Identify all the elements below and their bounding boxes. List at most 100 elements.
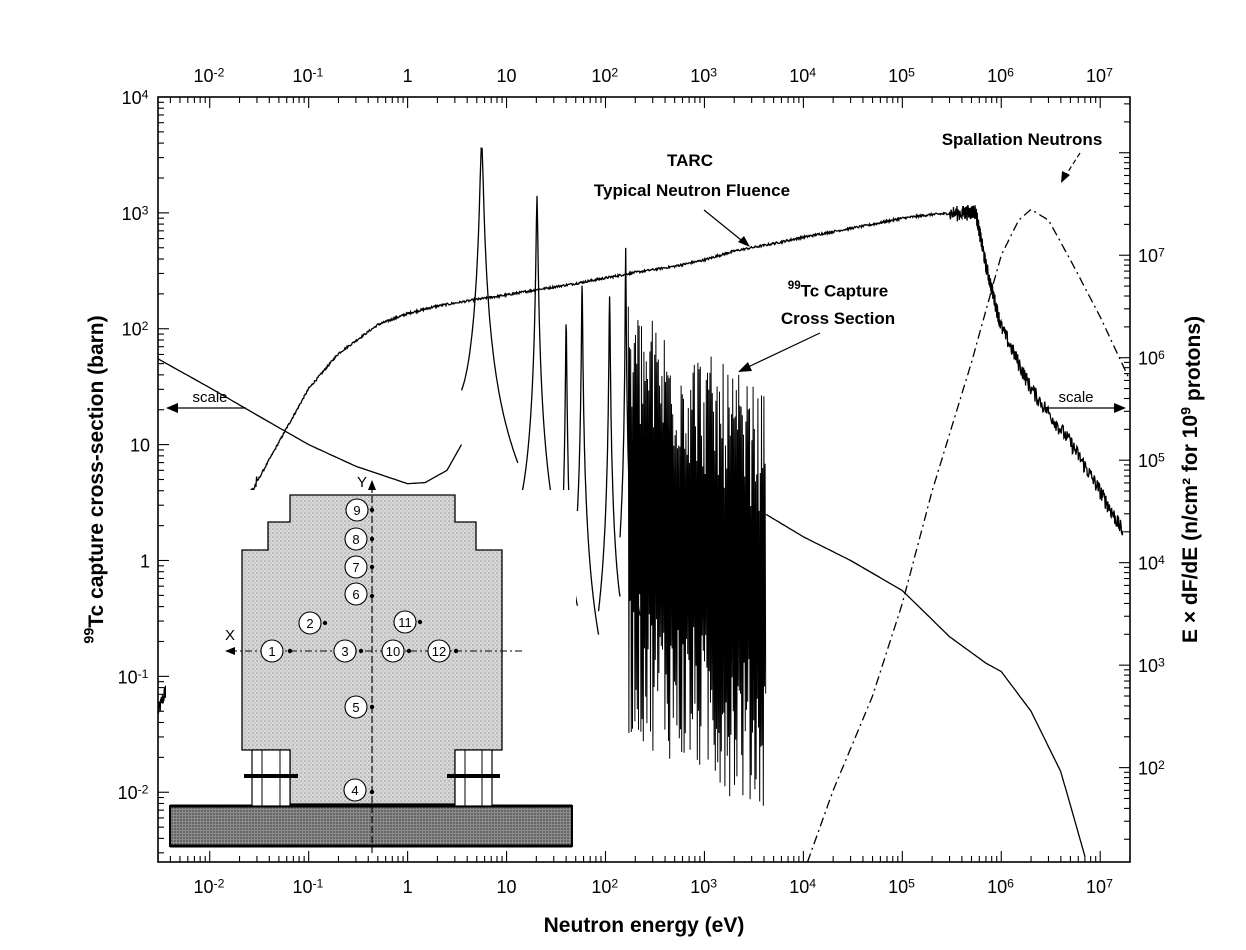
tc-tail <box>765 513 1086 857</box>
inset-position-dot <box>322 620 328 626</box>
inset-position-label: 8 <box>352 532 359 547</box>
label-tc-line2: Cross Section <box>781 309 895 328</box>
tc-resonance <box>597 296 621 612</box>
x-tick-label-top: 10-1 <box>292 65 324 88</box>
inset-position-marker <box>345 498 369 522</box>
x-tick-label-bottom: 107 <box>1086 876 1114 899</box>
inset-position-dot <box>358 648 364 654</box>
arrow-tc <box>745 332 821 369</box>
series-tarc-fluence <box>158 204 1124 715</box>
inset-x-label: X <box>225 627 235 644</box>
inset-position-dot <box>369 536 375 542</box>
x-tick-label-top: 10-2 <box>194 65 226 88</box>
inset-position-dot <box>369 704 375 710</box>
inset-position-label: 6 <box>352 587 359 602</box>
inset-position-label: 11 <box>398 615 412 630</box>
inset-x-arrowhead <box>225 647 235 655</box>
x-tick-label-bottom: 10-2 <box>194 876 226 899</box>
y-left-tick-label: 10 <box>130 436 150 456</box>
x-tick-label-top: 105 <box>888 65 916 88</box>
inset-position-dot <box>369 564 375 570</box>
series-spallation-neutrons <box>806 208 1130 862</box>
x-tick-label-bottom: 10 <box>497 877 517 897</box>
y-right-tick-label: 103 <box>1138 656 1166 679</box>
arrowhead-tarc <box>738 236 750 247</box>
inset-position-label: 9 <box>353 503 360 518</box>
label-tarc-line2: Typical Neutron Fluence <box>594 181 790 200</box>
arrowhead-tc <box>738 362 752 372</box>
inset-position-marker <box>344 527 368 551</box>
tc-unresolved-resonances <box>627 306 767 806</box>
label-scale-right: scale <box>1058 389 1093 406</box>
inset-position-label: 5 <box>352 700 359 715</box>
x-tick-label-top: 1 <box>403 66 413 86</box>
x-tick-label-bottom: 10-1 <box>292 876 324 899</box>
y-right-tick-label: 104 <box>1138 553 1166 576</box>
y-left-tick-label: 102 <box>122 319 150 342</box>
label-spallation: Spallation Neutrons <box>942 130 1103 149</box>
x-tick-label-top: 104 <box>789 65 817 88</box>
inset-position-label: 12 <box>432 644 446 659</box>
annotations-layer: TARC Typical Neutron Fluence 99Tc Capture C… <box>166 130 1126 413</box>
inset-position-label: 10 <box>386 644 400 659</box>
x-tick-label-top: 10 <box>497 66 517 86</box>
y-right-tick-label: 105 <box>1138 451 1166 474</box>
x-tick-label-top: 107 <box>1086 65 1114 88</box>
x-tick-label-top: 102 <box>591 65 619 88</box>
inset-position-dot <box>417 619 423 625</box>
inset-position-marker <box>298 611 322 635</box>
tc-resonance <box>576 285 600 635</box>
arrowhead-spallation <box>1061 171 1070 183</box>
inset-position-marker <box>260 639 284 663</box>
tc-smooth-part <box>158 358 463 485</box>
inset-position-label: 7 <box>352 560 359 575</box>
inset-position-marker <box>344 695 368 719</box>
inset-position-marker <box>344 582 368 606</box>
x-tick-label-bottom: 106 <box>987 876 1015 899</box>
arrowhead-scale-right <box>1114 403 1126 413</box>
x-tick-label-bottom: 103 <box>690 876 718 899</box>
inset-position-label: 2 <box>306 616 313 631</box>
inset-position-dot <box>287 648 293 654</box>
y-right-tick-label: 107 <box>1138 246 1166 269</box>
label-scale-left: scale <box>192 389 227 406</box>
inset-position-dot <box>406 648 412 654</box>
inset-position-label: 1 <box>268 644 275 659</box>
inset-position-dot <box>453 648 459 654</box>
inset-position-dot <box>369 507 375 513</box>
y-left-tick-label: 10-1 <box>118 667 150 690</box>
tc-resonance <box>460 147 519 464</box>
inset-position-dot <box>369 593 375 599</box>
label-tarc-line1: TARC <box>667 151 713 170</box>
y-left-axis-label: 99Tc capture cross-section (barn) <box>82 315 108 643</box>
inset-base-slab <box>169 805 573 847</box>
inset-position-label: 3 <box>341 644 348 659</box>
y-left-tick-label: 103 <box>122 203 150 226</box>
x-tick-label-bottom: 102 <box>591 876 619 899</box>
y-left-tick-label: 10-2 <box>118 783 150 806</box>
inset-position-label: 4 <box>351 783 358 798</box>
arrowhead-scale-left <box>166 403 178 413</box>
inset-y-label: Y <box>357 474 367 491</box>
inset-position-marker <box>393 610 417 634</box>
x-tick-label-bottom: 105 <box>888 876 916 899</box>
y-left-tick-label: 104 <box>122 87 150 110</box>
x-axis-label: Neutron energy (eV) <box>544 914 745 937</box>
y-right-tick-label: 106 <box>1138 348 1166 371</box>
inset-position-marker <box>427 639 451 663</box>
x-tick-label-bottom: 1 <box>403 877 413 897</box>
inset-position-dot <box>369 789 375 795</box>
x-tick-label-bottom: 104 <box>789 876 817 899</box>
inset-position-marker <box>344 555 368 579</box>
x-tick-label-top: 103 <box>690 65 718 88</box>
x-tick-label-top: 106 <box>987 65 1015 88</box>
arrow-tarc <box>703 209 747 245</box>
y-right-tick-label: 102 <box>1138 758 1166 781</box>
y-left-tick-label: 1 <box>140 551 150 571</box>
inset-position-marker <box>343 778 367 802</box>
tc-resonance <box>517 195 555 513</box>
label-tc-line1: 99Tc Capture <box>788 280 888 301</box>
